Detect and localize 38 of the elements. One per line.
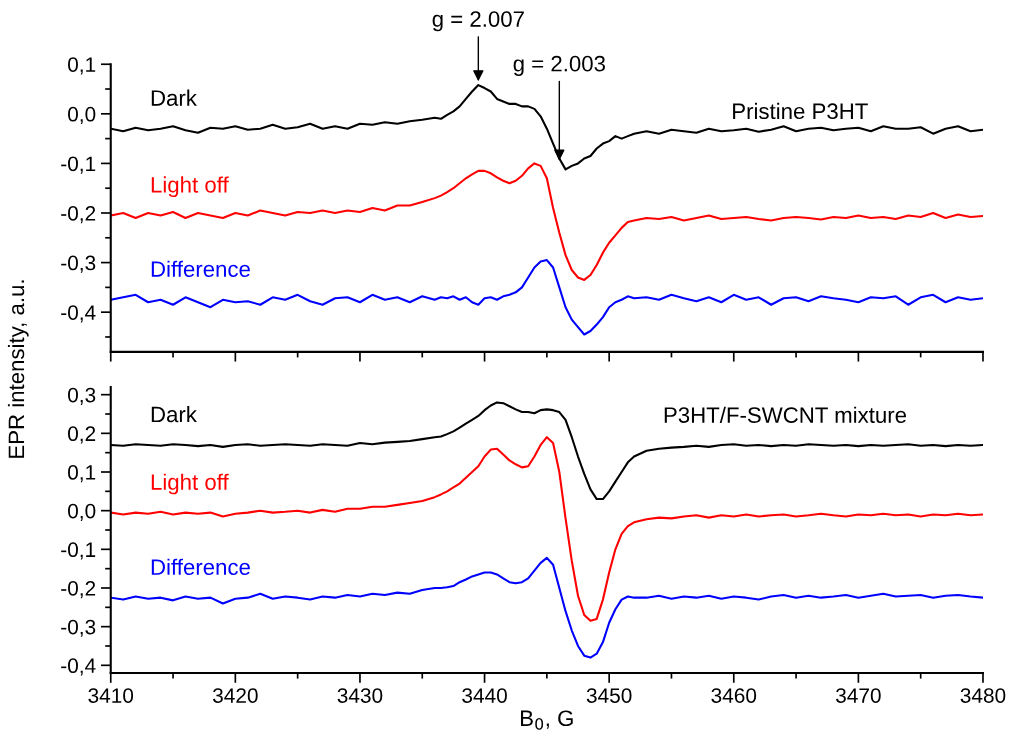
annotation: g = 2.003 — [513, 55, 605, 76]
line-series — [110, 162, 983, 281]
line-series — [110, 259, 983, 336]
y-tick-label: -0,2 — [61, 580, 96, 599]
y-tick-label: -0,3 — [61, 619, 96, 637]
annotation: P3HT/F-SWCNT mixture — [664, 406, 907, 423]
y-tick-label: 0,1 — [68, 465, 96, 483]
line-series — [110, 436, 983, 622]
series-label: Difference — [151, 558, 250, 576]
line-series — [110, 556, 983, 659]
y-tick-label: -0,2 — [61, 206, 96, 224]
series-label: Dark — [151, 405, 197, 423]
y-tick-label: 0,3 — [68, 387, 96, 405]
y-tick-label: 0,0 — [68, 106, 96, 125]
y-tick-label: -0,1 — [61, 542, 96, 560]
x-tick-label: 3410 — [88, 688, 134, 703]
y-tick-label: -0,3 — [61, 255, 96, 273]
x-tick-label: 3420 — [212, 688, 258, 703]
y-tick-label: 0,2 — [68, 426, 96, 444]
y-tick-label: -0,4 — [61, 305, 96, 323]
series-label: Difference — [151, 260, 250, 277]
x-axis-title: B$_{0}$, G — [521, 710, 573, 730]
y-tick-label: -0,4 — [61, 658, 96, 676]
x-tick-label: 3440 — [462, 688, 507, 703]
x-tick-label: 3450 — [586, 688, 632, 703]
series-label: Light off — [151, 473, 229, 495]
y-tick-label: 0,0 — [68, 503, 96, 521]
y-tick-label: 0,1 — [68, 57, 96, 75]
y-axis-title: EPR intensity, a.u. — [7, 280, 29, 458]
x-tick-label: 3480 — [960, 688, 1006, 703]
annotation: g = 2.007 — [432, 11, 524, 32]
series-label: Light off — [151, 176, 229, 198]
y-tick-label: -0,1 — [61, 156, 96, 174]
x-tick-label: 3460 — [711, 688, 757, 703]
x-tick-label: 3470 — [836, 688, 881, 703]
x-tick-label: 3430 — [337, 688, 383, 703]
series-label: Dark — [151, 89, 197, 106]
annotation: Pristine P3HT — [733, 102, 868, 120]
